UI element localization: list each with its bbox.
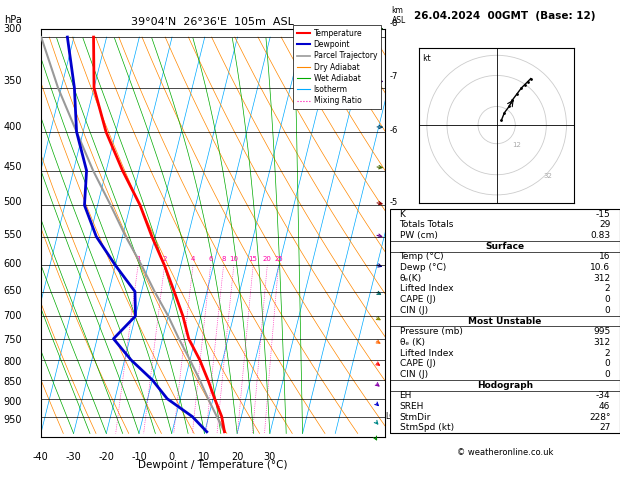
Text: Most Unstable: Most Unstable: [468, 316, 542, 326]
Text: -7: -7: [390, 72, 398, 81]
Text: 500: 500: [4, 197, 22, 208]
Text: 750: 750: [3, 335, 22, 345]
Text: 950: 950: [4, 415, 22, 425]
Text: 400: 400: [4, 122, 22, 132]
Text: 30: 30: [264, 451, 276, 462]
Text: 312: 312: [593, 274, 610, 283]
Text: 32: 32: [543, 173, 552, 179]
Text: 10: 10: [230, 257, 238, 262]
Text: 20: 20: [231, 451, 243, 462]
Text: CIN (J): CIN (J): [399, 306, 428, 315]
Text: θₑ (K): θₑ (K): [399, 338, 425, 347]
Text: PW (cm): PW (cm): [399, 231, 437, 240]
Text: Pressure (mb): Pressure (mb): [399, 327, 462, 336]
Text: 10.6: 10.6: [590, 263, 610, 272]
Text: 29: 29: [599, 220, 610, 229]
Text: CAPE (J): CAPE (J): [399, 359, 435, 368]
Text: 0: 0: [604, 306, 610, 315]
Text: 450: 450: [4, 162, 22, 172]
Text: 550: 550: [3, 230, 22, 240]
Text: θₑ(K): θₑ(K): [399, 274, 421, 283]
Text: Temp (°C): Temp (°C): [399, 252, 444, 261]
Text: 350: 350: [4, 76, 22, 87]
Text: 850: 850: [4, 377, 22, 387]
Text: 2: 2: [162, 257, 167, 262]
Text: 1: 1: [136, 257, 140, 262]
Text: -20: -20: [98, 451, 114, 462]
Text: 0: 0: [604, 370, 610, 379]
Text: 15: 15: [248, 257, 258, 262]
Text: © weatheronline.co.uk: © weatheronline.co.uk: [457, 448, 553, 457]
Text: -34: -34: [596, 391, 610, 400]
Text: 0.83: 0.83: [590, 231, 610, 240]
Text: kt: kt: [422, 54, 431, 63]
Text: 2: 2: [604, 348, 610, 358]
Text: -2: -2: [390, 355, 398, 364]
Text: 8: 8: [221, 257, 226, 262]
Text: 0: 0: [604, 359, 610, 368]
Text: 0: 0: [604, 295, 610, 304]
Text: 12: 12: [513, 142, 521, 148]
Text: 10: 10: [198, 451, 211, 462]
Text: 25: 25: [274, 257, 283, 262]
Text: 995: 995: [593, 327, 610, 336]
Text: -5: -5: [390, 198, 398, 207]
Text: -4: -4: [390, 260, 398, 269]
Text: 900: 900: [4, 397, 22, 407]
Text: -3: -3: [390, 312, 398, 321]
Text: 2: 2: [604, 284, 610, 294]
Text: -40: -40: [33, 451, 49, 462]
Text: Lifted Index: Lifted Index: [399, 348, 453, 358]
Text: -1: -1: [390, 397, 398, 406]
Legend: Temperature, Dewpoint, Parcel Trajectory, Dry Adiabat, Wet Adiabat, Isotherm, Mi: Temperature, Dewpoint, Parcel Trajectory…: [293, 25, 381, 109]
Text: -8: -8: [390, 19, 398, 28]
Text: 700: 700: [4, 312, 22, 321]
Text: K: K: [399, 209, 406, 219]
X-axis label: Dewpoint / Temperature (°C): Dewpoint / Temperature (°C): [138, 460, 287, 469]
Text: 27: 27: [599, 423, 610, 433]
Text: 800: 800: [4, 357, 22, 367]
Text: 0: 0: [169, 451, 175, 462]
Text: 650: 650: [4, 286, 22, 296]
Text: 20: 20: [263, 257, 272, 262]
Text: Surface: Surface: [486, 242, 525, 251]
Text: -15: -15: [596, 209, 610, 219]
Text: -10: -10: [131, 451, 147, 462]
Text: 228°: 228°: [589, 413, 610, 422]
Text: km
ASL: km ASL: [391, 6, 406, 25]
Text: Dewp (°C): Dewp (°C): [399, 263, 446, 272]
Title: 39°04'N  26°36'E  105m  ASL: 39°04'N 26°36'E 105m ASL: [131, 17, 294, 27]
Text: 4: 4: [191, 257, 195, 262]
Text: 600: 600: [4, 259, 22, 269]
Text: 312: 312: [593, 338, 610, 347]
Text: Lifted Index: Lifted Index: [399, 284, 453, 294]
Text: StmSpd (kt): StmSpd (kt): [399, 423, 454, 433]
Text: CIN (J): CIN (J): [399, 370, 428, 379]
Text: hPa: hPa: [4, 15, 22, 25]
Text: 16: 16: [599, 252, 610, 261]
Text: CAPE (J): CAPE (J): [399, 295, 435, 304]
Text: -6: -6: [390, 126, 398, 136]
Text: LCL: LCL: [385, 412, 399, 421]
Text: 6: 6: [208, 257, 213, 262]
Text: SREH: SREH: [399, 402, 424, 411]
Text: StmDir: StmDir: [399, 413, 431, 422]
Text: EH: EH: [399, 391, 412, 400]
Text: -30: -30: [65, 451, 82, 462]
Text: 300: 300: [4, 24, 22, 34]
Text: 26.04.2024  00GMT  (Base: 12): 26.04.2024 00GMT (Base: 12): [415, 11, 596, 21]
Text: 46: 46: [599, 402, 610, 411]
Bar: [391, 209, 620, 434]
Text: Totals Totals: Totals Totals: [399, 220, 454, 229]
Text: Hodograph: Hodograph: [477, 381, 533, 390]
